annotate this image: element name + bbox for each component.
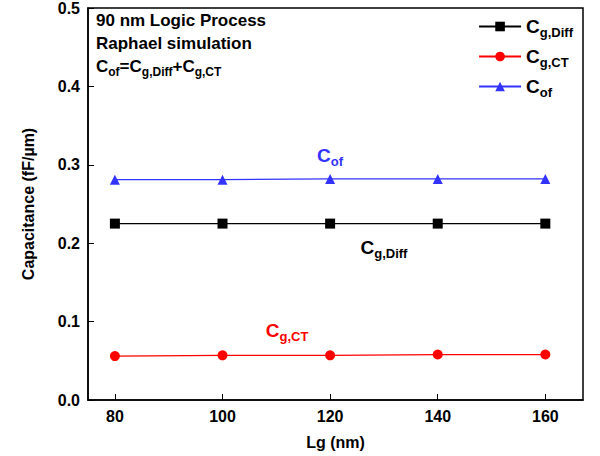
svg-text:140: 140: [424, 408, 451, 425]
svg-text:0.2: 0.2: [58, 235, 80, 252]
svg-text:g,CT: g,CT: [195, 65, 222, 79]
svg-text:0.3: 0.3: [58, 156, 80, 173]
svg-text:C: C: [96, 57, 108, 76]
svg-text:90 nm Logic Process: 90 nm Logic Process: [96, 11, 266, 30]
svg-text:Capacitance (fF/µm): Capacitance (fF/µm): [20, 128, 37, 280]
svg-text:160: 160: [532, 408, 559, 425]
svg-text:C: C: [266, 320, 280, 341]
svg-text:of: of: [108, 65, 120, 79]
svg-text:C: C: [526, 76, 540, 97]
svg-text:g,Diff: g,Diff: [540, 25, 574, 40]
svg-text:g,CT: g,CT: [540, 55, 569, 70]
svg-text:g,Diff: g,Diff: [142, 65, 174, 79]
svg-text:80: 80: [106, 408, 124, 425]
svg-text:of: of: [331, 154, 344, 169]
svg-text:100: 100: [209, 408, 236, 425]
svg-text:C: C: [130, 57, 142, 76]
svg-text:0.1: 0.1: [58, 313, 80, 330]
svg-text:0.5: 0.5: [58, 0, 80, 17]
svg-text:=: =: [120, 57, 130, 76]
svg-text:0.0: 0.0: [58, 392, 80, 409]
svg-text:0.4: 0.4: [58, 78, 80, 95]
svg-text:120: 120: [317, 408, 344, 425]
svg-text:C: C: [526, 46, 540, 67]
svg-text:g,Diff: g,Diff: [374, 246, 408, 261]
svg-text:+: +: [172, 57, 182, 76]
svg-text:of: of: [540, 85, 553, 100]
svg-text:Raphael simulation: Raphael simulation: [96, 34, 252, 53]
svg-text:C: C: [317, 145, 331, 166]
svg-text:g,CT: g,CT: [279, 329, 308, 344]
svg-text:Lg (nm): Lg (nm): [306, 434, 365, 451]
svg-text:C: C: [526, 16, 540, 37]
svg-text:C: C: [182, 57, 194, 76]
svg-text:C: C: [360, 237, 374, 258]
